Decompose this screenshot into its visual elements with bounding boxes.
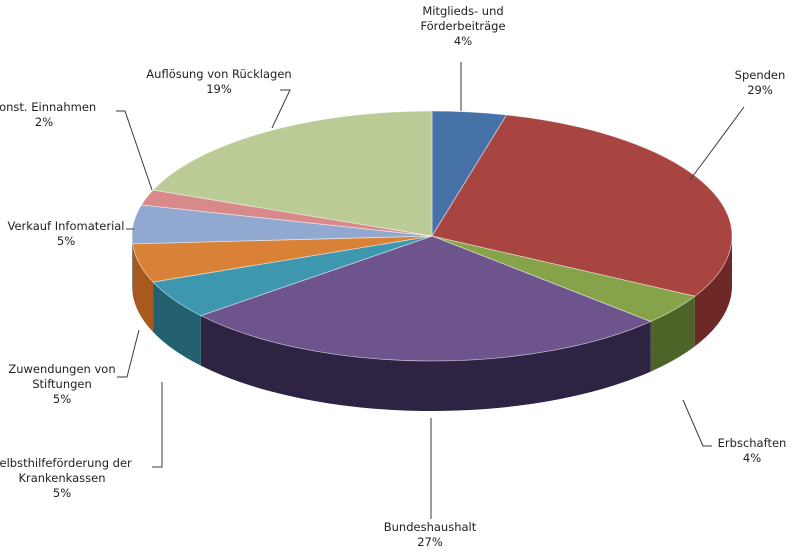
slice-value-label: 27% (417, 535, 443, 549)
leader-line-auflösung-von-rücklagen (271, 89, 291, 129)
slice-auflösung-von-rücklagen (152, 110, 433, 237)
slice-label-selbsthilfeförderung-der-krankenkassen: Selbsthilfeförderung der Krankenkassen 5% (0, 456, 132, 500)
slice-name-line: Förderbeiträge (420, 19, 505, 33)
slice-value-label: 29% (747, 83, 773, 97)
slice-name-line: Bundeshaushalt (384, 520, 477, 534)
slice-side-zuwendungen-von-stiftungen (132, 243, 154, 333)
leader-line-selbsthilfeförderung-der-krankenkassen (152, 382, 163, 468)
leader-line-erbschaften (682, 399, 712, 447)
slice-name-line: Verkauf Infomaterial (7, 219, 124, 233)
slice-name-line: Spenden (735, 68, 786, 82)
leader-line-sonst-einnahmen (116, 110, 153, 191)
slice-value-label: 5% (57, 234, 75, 248)
slice-label-spenden: Spenden 29% (735, 68, 786, 97)
slice-value-label: 4% (454, 34, 472, 48)
slice-side-spenden (694, 236, 732, 347)
slice-name-line: Mitglieds- und (422, 4, 503, 18)
slice-name-line: Sonst. Einnahmen (0, 100, 96, 114)
slice-side-verkauf-infomaterial (132, 236, 133, 294)
pie-tops (131, 110, 733, 362)
slice-label-bundeshaushalt: Bundeshaushalt 27% (384, 520, 477, 549)
slice-side-erbschaften (650, 296, 695, 372)
slice-side-bundeshaushalt (200, 315, 651, 412)
slice-value-label: 5% (53, 392, 71, 406)
slice-name-line: Selbsthilfeförderung der (0, 456, 132, 470)
leader-lines (116, 62, 745, 519)
slice-bundeshaushalt (199, 235, 652, 362)
slice-name-line: Erbschaften (718, 436, 787, 450)
slice-label-sonst-einnahmen: Sonst. Einnahmen 2% (0, 100, 96, 129)
slice-labels: Mitglieds- und Förderbeiträge 4%Spenden 29%… (0, 4, 786, 549)
slice-value-label: 4% (743, 451, 761, 465)
slice-value-label: 5% (53, 486, 71, 500)
slice-label-zuwendungen-von-stiftungen: Zuwendungen von Stiftungen 5% (8, 362, 115, 406)
slice-value-label: 19% (206, 82, 232, 96)
slice-label-verkauf-infomaterial: Verkauf Infomaterial 5% (7, 219, 124, 248)
slice-label-auflösung-von-rücklagen: Auflösung von Rücklagen 19% (146, 67, 291, 96)
leader-line-spenden (689, 106, 745, 181)
slice-label-erbschaften: Erbschaften 4% (718, 436, 787, 465)
slice-name-line: Auflösung von Rücklagen (146, 67, 291, 81)
slice-name-line: Krankenkassen (18, 471, 105, 485)
slice-value-label: 2% (35, 115, 53, 129)
slice-spenden (431, 114, 733, 297)
slice-side-selbsthilfeförderung-der-krankenkassen (153, 282, 201, 366)
slice-name-line: Stiftungen (32, 377, 92, 391)
leader-line-zuwendungen-von-stiftungen (117, 329, 140, 378)
slice-label-mitglieds-und-förderbeiträge: Mitglieds- und Förderbeiträge 4% (420, 4, 505, 48)
pie-sides (132, 236, 732, 412)
slice-name-line: Zuwendungen von (8, 362, 115, 376)
